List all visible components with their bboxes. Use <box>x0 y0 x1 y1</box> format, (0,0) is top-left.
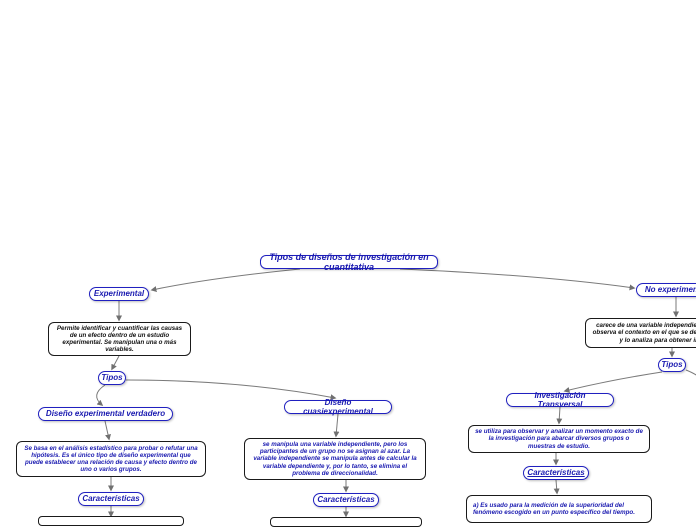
label: Características <box>527 468 584 477</box>
label: Diseño cuasiexperimental <box>291 398 385 416</box>
node-dce: Diseño cuasiexperimental <box>284 400 392 414</box>
stub-box-mid <box>270 517 422 527</box>
node-caracteristicas-right: Características <box>523 466 589 480</box>
node-caracteristicas-left: Características <box>78 492 144 506</box>
label: a) Es usado para la medición de la super… <box>473 502 645 516</box>
node-noexp-desc: carece de una variable independiente. El… <box>585 318 696 348</box>
root-node: Tipos de diseños de investigación en cua… <box>260 255 438 269</box>
label: Permite identificar y cuantificar las ca… <box>55 325 184 354</box>
node-tipos-right: Tipos <box>658 358 686 372</box>
label: Tipos <box>101 373 122 382</box>
label: Características <box>317 495 374 504</box>
node-dce-desc: se manipula una variable independiente, … <box>244 438 426 480</box>
node-dev: Diseño experimental verdadero <box>38 407 173 421</box>
node-dev-desc: Se basa en el análisis estadístico para … <box>16 441 206 477</box>
label: se utiliza para observar y analizar un m… <box>475 428 643 449</box>
label: No experimental <box>645 285 696 294</box>
node-car-r-a: a) Es usado para la medición de la super… <box>466 495 652 523</box>
node-caracteristicas-mid: Características <box>313 493 379 507</box>
label: Se basa en el análisis estadístico para … <box>23 445 199 474</box>
label: se manipula una variable independiente, … <box>251 441 419 477</box>
label: Experimental <box>94 289 144 298</box>
label: Tipos <box>661 360 682 369</box>
label: Diseño experimental verdadero <box>46 409 165 418</box>
node-itrans-desc: se utiliza para observar y analizar un m… <box>468 425 650 453</box>
node-itrans: Investigación Transversal <box>506 393 614 407</box>
label: Investigación Transversal <box>513 391 607 409</box>
stub-box-left <box>38 516 184 526</box>
node-exp-desc: Permite identificar y cuantificar las ca… <box>48 322 191 356</box>
label: carece de una variable independiente. El… <box>592 322 696 343</box>
label: Características <box>82 494 139 503</box>
root-label: Tipos de diseños de investigación en cua… <box>267 252 431 273</box>
node-no-experimental: No experimental <box>636 283 696 297</box>
node-experimental: Experimental <box>89 287 149 301</box>
node-tipos-left: Tipos <box>98 371 126 385</box>
